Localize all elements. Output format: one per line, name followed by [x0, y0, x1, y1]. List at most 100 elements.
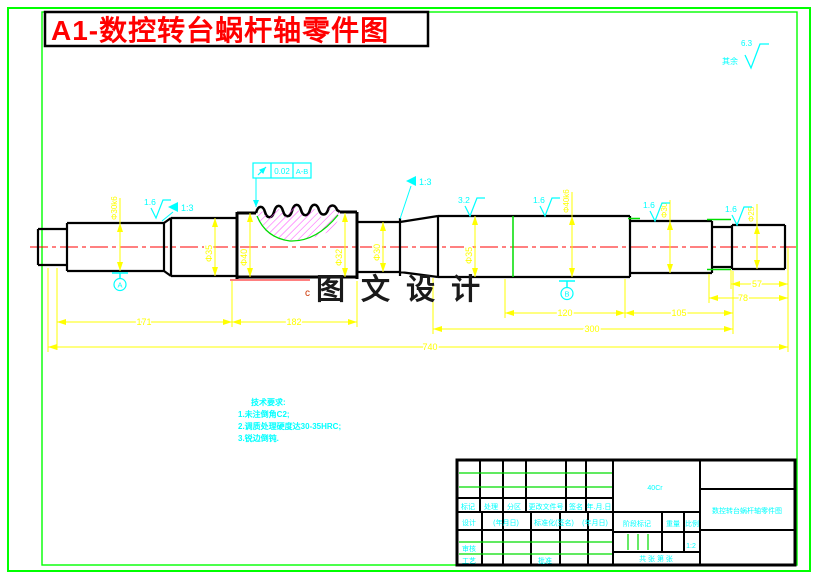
roughness-check-icon [649, 202, 670, 223]
shaft-view [36, 203, 787, 279]
gdt-frame: 0.02 A-B [252, 162, 312, 207]
datum-circle-icon [113, 277, 127, 292]
general-roughness-value: 6.3 [741, 39, 753, 48]
dia-7: Φ40k6 [562, 189, 571, 213]
title-block-grid [457, 460, 795, 565]
dim-105: 105 [671, 308, 686, 318]
title-box-border [43, 10, 430, 48]
taper-callout-right: 1:3 [399, 176, 432, 220]
roughness-check-icon [464, 197, 485, 218]
tech-req-item: 2.调质处理硬度达30-35HRC; [238, 421, 341, 431]
dia-6: Φ35 [464, 247, 474, 264]
roughness-check-icon [744, 43, 769, 70]
taper-callout-left: 1:3 [161, 202, 194, 222]
dim-740: 740 [422, 342, 437, 352]
shaft-outline [36, 214, 787, 279]
roughness-check-icon [539, 197, 560, 218]
tb-scale-label: 比例 [685, 519, 699, 528]
extension-lines [47, 192, 789, 352]
worm-thread-shoulders [235, 210, 359, 279]
tb-header-sign: 签名 [569, 502, 583, 511]
tb-scale-value: 1:2 [686, 543, 696, 550]
rough-4: 1.6 [643, 200, 655, 210]
tb-header-change-no: 更改文件号 [529, 502, 564, 511]
diameter-dimension-labels: Φ30k6 Φ35 Φ40 Φ32 Φ30 Φ35 Φ40k6 Φ30 Φ25 [110, 189, 756, 268]
page-title: A1-数控转台蜗杆轴零件图 [51, 14, 389, 46]
dim-182: 182 [286, 317, 301, 327]
taper-leader [161, 211, 174, 222]
taper-right-value: 1:3 [419, 177, 432, 187]
roughness-values: 1.6 3.2 1.6 1.6 1.6 [144, 195, 737, 214]
roughness-callouts [150, 197, 752, 227]
watermark-prefix: c [305, 288, 310, 299]
gdt-datum: A-B [296, 167, 309, 176]
tb-part-name: 数控转台蜗杆轴零件图 [712, 506, 782, 515]
dia-5: Φ30 [372, 244, 382, 261]
worm-hatch [257, 205, 340, 241]
watermark: c 图 文 设 计 [305, 272, 484, 306]
roughness-check-icon [731, 206, 752, 227]
tb-standard: 标准化(签名) [534, 518, 574, 527]
datum-stem [559, 280, 575, 288]
taper-left-value: 1:3 [181, 203, 194, 213]
tech-req-item: 3.锐边倒钝. [238, 433, 279, 443]
watermark-text: 图 文 设 计 [316, 272, 484, 306]
rough-1: 1.6 [144, 197, 156, 207]
tb-material: 40Cr [647, 485, 663, 492]
datum-b-label: B [564, 290, 569, 299]
horizontal-dimension-labels: 171 182 120 105 300 740 57 78 [135, 278, 764, 354]
tb-sheets: 共 张 第 张 [639, 554, 673, 563]
runout-symbol-icon [257, 166, 267, 176]
general-roughness-note: 其余 [722, 56, 738, 66]
tb-check: 审核 [462, 544, 476, 553]
dim-120: 120 [557, 308, 572, 318]
dia-3: Φ40 [239, 249, 249, 266]
tech-requirements: 技术要求: 1.未注倒角C2; 2.调质处理硬度达30-35HRC; 3.锐边倒… [238, 397, 341, 443]
tb-header-mark: 标记 [461, 502, 475, 511]
horizontal-dimensions [48, 281, 788, 350]
outer-frame [7, 7, 811, 572]
dim-300: 300 [584, 324, 599, 334]
general-roughness-note: 6.3 其余 [722, 39, 769, 70]
tb-header-process: 处理 [484, 502, 498, 511]
datum-circle-icon [560, 286, 574, 301]
tb-weight: 重量 [666, 520, 680, 528]
gdt-border [252, 162, 312, 179]
tb-header-date: 年.月.日 [587, 502, 612, 511]
datum-a-label: A [117, 281, 122, 290]
dia-4: Φ32 [334, 249, 344, 266]
worm-root-curve [256, 214, 339, 242]
roughness-check-icon [150, 199, 171, 220]
rough-3: 1.6 [533, 195, 545, 205]
groove-marks [512, 216, 731, 277]
taper-triangle-icon [406, 176, 416, 186]
gdt-dividers [270, 163, 294, 178]
title-block-green-lines [459, 472, 649, 555]
dim-78: 78 [738, 293, 748, 303]
tech-req-title: 技术要求: [251, 397, 286, 407]
tb-stage: 阶段标记 [623, 519, 651, 528]
datum-stem [112, 272, 128, 279]
tb-date1: (年月日) [493, 518, 519, 527]
datum-b: B [559, 280, 575, 301]
dim-57: 57 [752, 279, 762, 289]
dia-2: Φ35 [204, 245, 214, 262]
tb-date2: (年月日) [582, 518, 608, 527]
tb-header-zone: 分区 [507, 502, 521, 511]
dia-1: Φ30k6 [110, 196, 119, 220]
datum-a: A [112, 272, 128, 292]
drawing-title-box: A1-数控转台蜗杆轴零件图 [43, 10, 430, 48]
taper-triangle-icon [168, 202, 178, 212]
gdt-value: 0.02 [274, 167, 290, 176]
diameter-dimensions [117, 213, 760, 277]
rough-2: 3.2 [458, 195, 470, 205]
dim-171: 171 [136, 317, 151, 327]
tb-craft: 工艺 [462, 557, 476, 565]
taper-leader [399, 185, 412, 220]
title-block: 标记 处理 分区 更改文件号 签名 年.月.日 设计 (年月日) 标准化(签名)… [455, 458, 797, 567]
tb-approve: 批准 [538, 556, 552, 565]
dia-8: Φ30 [660, 202, 669, 218]
dia-9: Φ25 [747, 206, 756, 222]
